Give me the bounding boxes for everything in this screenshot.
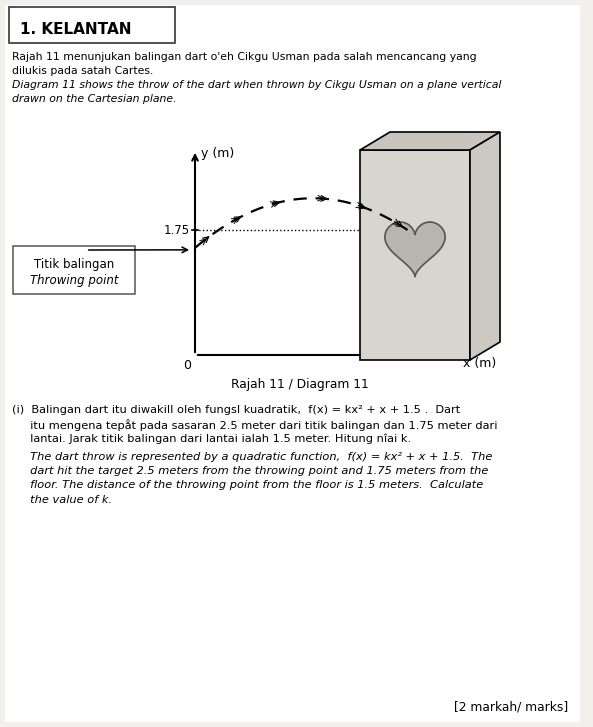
Polygon shape [385,222,445,276]
Text: 0: 0 [183,359,191,372]
Text: Titik balingan: Titik balingan [34,258,114,271]
Text: dart hit the target 2.5 meters from the throwing point and 1.75 meters from the: dart hit the target 2.5 meters from the … [12,466,489,476]
Text: floor. The distance of the throwing point from the floor is 1.5 meters.  Calcula: floor. The distance of the throwing poin… [12,481,483,491]
Text: 1. KELANTAN: 1. KELANTAN [20,23,132,38]
Text: Rajah 11 menunjukan balingan dart o'eh Cikgu Usman pada salah mencancang yang: Rajah 11 menunjukan balingan dart o'eh C… [12,52,477,62]
Text: dilukis pada satah Cartes.: dilukis pada satah Cartes. [12,66,154,76]
Text: drawn on the Cartesian plane.: drawn on the Cartesian plane. [12,94,177,104]
Text: The dart throw is represented by a quadratic function,  f(x) = kx² + x + 1.5.  T: The dart throw is represented by a quadr… [12,451,492,462]
FancyBboxPatch shape [13,246,135,294]
Polygon shape [360,132,500,150]
FancyBboxPatch shape [5,5,580,722]
Text: Throwing point: Throwing point [30,274,118,287]
Text: itu mengena tepåt pada sasaran 2.5 meter dari titik balingan dan 1.75 meter dari: itu mengena tepåt pada sasaran 2.5 meter… [12,419,498,431]
Text: Diagram 11 shows the throw of the dart when thrown by Cikgu Usman on a plane ver: Diagram 11 shows the throw of the dart w… [12,80,501,90]
Text: (i)  Balingan dart itu diwakill oleh fungsl kuadratik,  f(x) = kx² + x + 1.5 .  : (i) Balingan dart itu diwakill oleh fung… [12,405,460,415]
Text: [2 markah/ marks]: [2 markah/ marks] [454,700,568,713]
FancyBboxPatch shape [9,7,175,43]
Polygon shape [470,132,500,360]
Text: Rajah 11 / Diagram 11: Rajah 11 / Diagram 11 [231,378,369,391]
Text: lantai. Jarak titik balingan dari lantai ialah 1.5 meter. Hitung nîai k.: lantai. Jarak titik balingan dari lantai… [12,434,411,444]
Text: y (m): y (m) [201,147,234,160]
Text: x (m): x (m) [463,357,496,370]
Polygon shape [360,150,470,360]
Text: the value of k.: the value of k. [12,495,112,505]
Text: 1.75: 1.75 [164,223,190,236]
